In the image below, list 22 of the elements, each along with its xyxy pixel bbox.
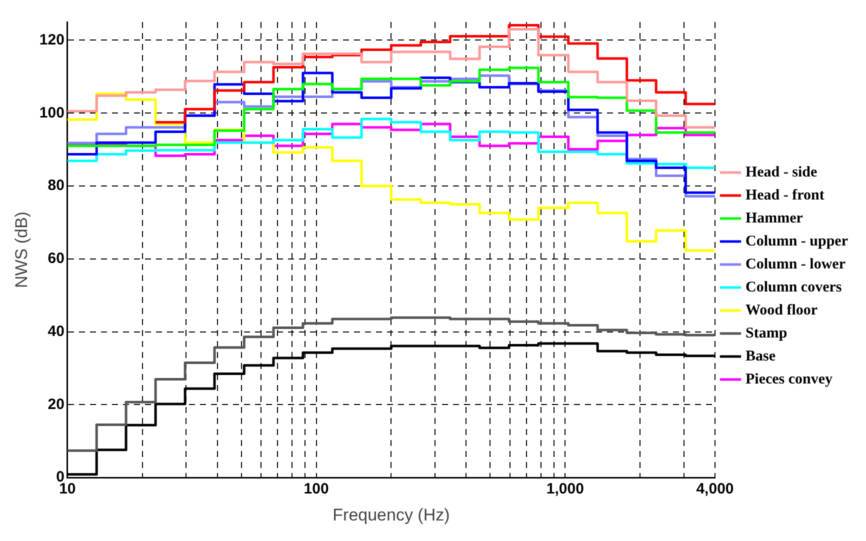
legend-label: Pieces convey bbox=[745, 371, 834, 388]
legend-label: Column covers bbox=[745, 279, 842, 296]
y-tick-label: 40 bbox=[48, 322, 64, 340]
x-tick-label: 4,000 bbox=[696, 480, 734, 498]
y-tick-label: 120 bbox=[39, 31, 64, 48]
y-tick-label: 60 bbox=[48, 250, 64, 268]
legend-label: Hammer bbox=[745, 210, 804, 226]
legend-label: Head - front bbox=[745, 187, 824, 204]
legend-label: Head - side bbox=[745, 164, 818, 180]
y-axis-title: NWS (dB) bbox=[12, 212, 31, 288]
x-tick-label: 100 bbox=[304, 480, 329, 498]
y-tick-label: 100 bbox=[39, 104, 64, 122]
x-tick-label: 1,000 bbox=[546, 480, 584, 498]
legend-label: Base bbox=[745, 348, 776, 364]
legend-label: Column - lower bbox=[745, 256, 846, 272]
x-tick-label: 10 bbox=[59, 480, 76, 498]
legend-label: Stamp bbox=[745, 325, 788, 342]
y-tick-label: 20 bbox=[48, 396, 64, 413]
legend-label: Wood floor bbox=[745, 302, 818, 318]
legend-label: Column - upper bbox=[745, 233, 848, 250]
y-tick-label: 80 bbox=[48, 177, 64, 194]
x-axis-title: Frequency (Hz) bbox=[332, 505, 450, 524]
